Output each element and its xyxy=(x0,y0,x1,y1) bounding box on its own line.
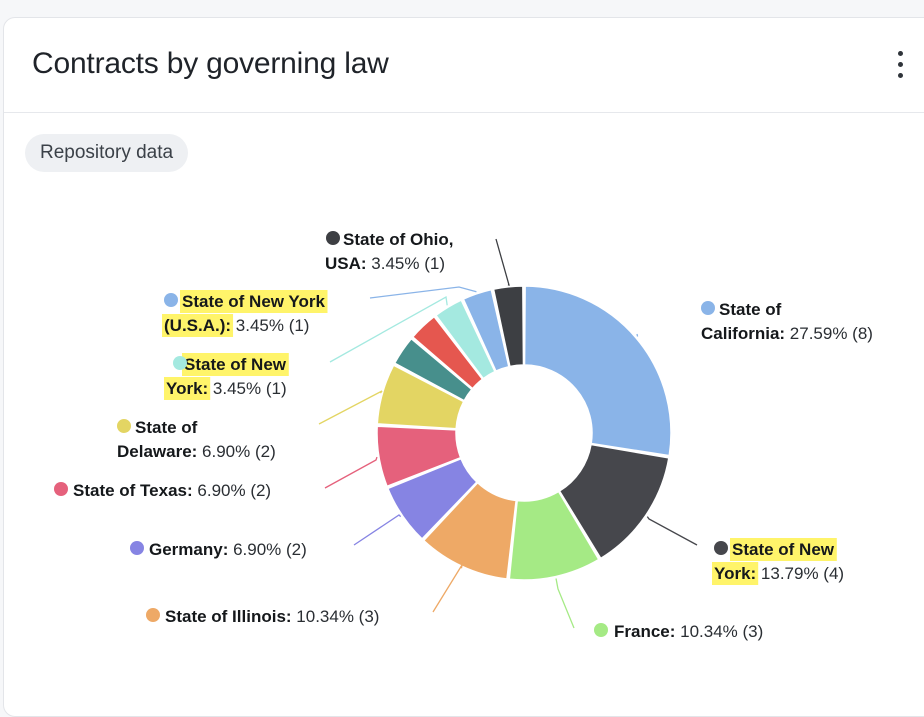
slice-7[interactable] xyxy=(393,337,473,402)
callout-dot xyxy=(173,356,187,370)
callout-dot xyxy=(54,482,68,496)
callout-label-line: State of Illinois: 10.34% (3) xyxy=(165,607,379,626)
callout-label-line: State of New xyxy=(184,355,287,374)
callout-label-line: York: 3.45% (1) xyxy=(166,379,287,398)
more-options-icon[interactable] xyxy=(888,48,912,82)
callout-leader-line xyxy=(318,390,383,425)
callout-label-line: USA: 3.45% (1) xyxy=(325,254,445,273)
callout-1: State of New York: 13.79% (4) xyxy=(646,516,844,585)
callout-leader-line xyxy=(329,295,448,363)
callout-label-line: (U.S.A.): 3.45% (1) xyxy=(164,316,309,335)
callout-2: France: 10.34% (3) xyxy=(555,578,763,641)
slice-8[interactable] xyxy=(411,315,484,390)
highlight-mark xyxy=(164,377,211,400)
callout-label-line: State of xyxy=(719,300,782,319)
callout-dot xyxy=(326,231,340,245)
donut-chart: State of California: 27.59% (8) State of N… xyxy=(54,230,873,641)
callout-dot xyxy=(594,623,608,637)
highlight-mark xyxy=(730,538,837,561)
slice-0[interactable] xyxy=(523,285,672,457)
callout-leader-line xyxy=(353,514,402,546)
slice-10[interactable] xyxy=(462,288,510,373)
callout-label-line: Germany: 6.90% (2) xyxy=(149,540,307,559)
slice-5[interactable] xyxy=(376,425,462,488)
highlight-mark xyxy=(712,562,759,585)
slice-9[interactable] xyxy=(434,299,496,380)
callouts: State of California: 27.59% (8) State of N… xyxy=(54,230,873,641)
callout-9: State of New York: 3.45% (1) xyxy=(164,295,448,400)
callout-10: State of New York (U.S.A.): 3.45% (1) xyxy=(162,286,477,337)
callout-0: State of California: 27.59% (8) xyxy=(636,300,873,343)
donut-slices xyxy=(376,285,672,581)
callout-label-line: California: 27.59% (8) xyxy=(701,324,873,343)
callout-dot xyxy=(117,419,131,433)
slice-4[interactable] xyxy=(386,457,478,540)
callout-label-line: State of Texas: 6.90% (2) xyxy=(73,481,271,500)
callout-leader-line xyxy=(495,238,510,286)
callout-dot xyxy=(130,541,144,555)
highlight-mark xyxy=(180,290,328,313)
callout-leader-line xyxy=(636,333,639,337)
slice-1[interactable] xyxy=(558,443,670,560)
callout-dot xyxy=(714,541,728,555)
slice-2[interactable] xyxy=(508,490,600,581)
slice-11[interactable] xyxy=(492,285,525,368)
chart-card: Contracts by governing law Repository da… xyxy=(3,17,924,717)
card-header: Contracts by governing law xyxy=(4,18,924,113)
callout-label-line: State of New xyxy=(732,540,835,559)
callout-leader-line xyxy=(324,456,378,489)
callout-6: State of Delaware: 6.90% (2) xyxy=(117,390,383,461)
callout-label-line: State of Ohio, xyxy=(343,230,454,249)
callout-label-line: State of New York xyxy=(182,292,326,311)
callout-leader-line xyxy=(432,564,463,613)
highlight-mark xyxy=(182,353,289,376)
callout-leader-line xyxy=(555,578,575,629)
callout-label-line: Delaware: 6.90% (2) xyxy=(117,442,276,461)
callout-leader-line xyxy=(646,516,698,546)
callout-dot xyxy=(701,301,715,315)
repository-data-tag: Repository data xyxy=(25,134,189,172)
callout-dot xyxy=(164,293,178,307)
callout-4: Germany: 6.90% (2) xyxy=(130,514,402,559)
callout-5: State of Texas: 6.90% (2) xyxy=(54,456,378,500)
callout-dot xyxy=(146,608,160,622)
slice-3[interactable] xyxy=(422,481,517,580)
callout-label-line: State of xyxy=(135,418,198,437)
callout-11: State of Ohio, USA: 3.45% (1) xyxy=(325,230,510,286)
callout-label-line: France: 10.34% (3) xyxy=(614,622,763,641)
slice-6[interactable] xyxy=(376,364,465,430)
callout-leader-line xyxy=(369,286,477,299)
highlight-mark xyxy=(162,314,234,337)
callout-label-line: York: 13.79% (4) xyxy=(714,564,844,583)
callout-3: State of Illinois: 10.34% (3) xyxy=(146,564,463,626)
card-title: Contracts by governing law xyxy=(32,47,389,80)
